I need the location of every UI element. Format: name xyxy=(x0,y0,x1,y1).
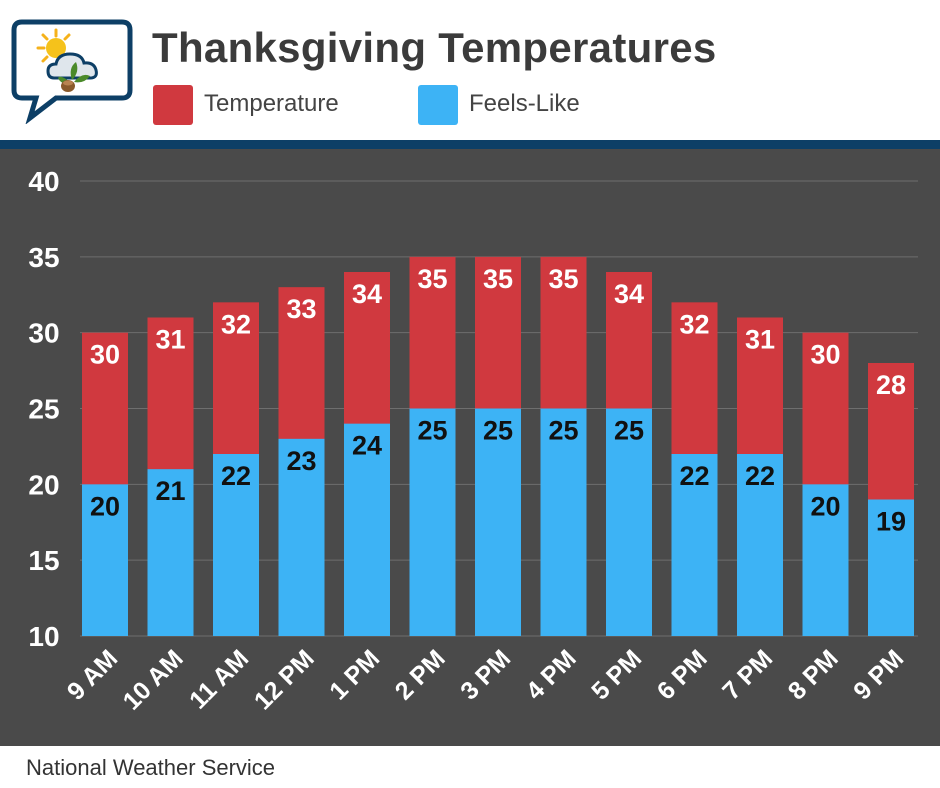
data-label-temperature: 35 xyxy=(483,264,513,294)
x-tick-label: 5 PM xyxy=(586,644,647,705)
x-tick-label: 1 PM xyxy=(324,644,385,705)
y-tick-label: 10 xyxy=(28,621,59,652)
data-label-temperature: 31 xyxy=(155,325,185,355)
x-tick-label: 11 AM xyxy=(184,644,254,714)
data-label-temperature: 34 xyxy=(614,279,644,309)
weather-logo-icon xyxy=(11,19,133,124)
data-label-feels-like: 20 xyxy=(90,491,120,521)
data-label-feels-like: 22 xyxy=(221,461,251,491)
x-tick-label: 7 PM xyxy=(717,644,778,705)
data-label-temperature: 35 xyxy=(548,264,578,294)
y-tick-label: 25 xyxy=(28,394,59,425)
bar-feels-like xyxy=(737,454,783,636)
bar-feels-like xyxy=(606,408,652,636)
x-tick-label: 9 PM xyxy=(848,644,909,705)
x-tick-label: 6 PM xyxy=(652,644,713,705)
source-credit: National Weather Service xyxy=(26,755,276,780)
data-label-feels-like: 23 xyxy=(286,446,316,476)
data-label-feels-like: 22 xyxy=(745,461,775,491)
bar-feels-like xyxy=(147,469,194,636)
data-label-temperature: 30 xyxy=(90,340,120,370)
bar-feels-like xyxy=(671,454,718,636)
bar-feels-like xyxy=(409,408,456,636)
data-label-temperature: 32 xyxy=(221,309,251,339)
data-label-feels-like: 24 xyxy=(352,431,382,461)
data-label-temperature: 32 xyxy=(679,309,709,339)
bar-feels-like xyxy=(868,499,914,636)
x-tick-label: 3 PM xyxy=(455,644,516,705)
bar-feels-like xyxy=(540,408,587,636)
y-tick-label: 40 xyxy=(28,166,59,197)
data-label-feels-like: 25 xyxy=(548,416,578,446)
y-tick-label: 20 xyxy=(28,469,59,500)
data-label-temperature: 28 xyxy=(876,370,906,400)
legend-swatch-temperature xyxy=(153,85,193,125)
header-divider xyxy=(0,140,940,149)
x-tick-label: 4 PM xyxy=(521,644,582,705)
bar-feels-like xyxy=(213,454,259,636)
data-label-temperature: 35 xyxy=(417,264,447,294)
data-label-feels-like: 25 xyxy=(614,416,644,446)
x-tick-label: 2 PM xyxy=(390,644,451,705)
x-tick-label: 10 AM xyxy=(118,644,189,715)
bar-feels-like xyxy=(475,408,521,636)
data-label-feels-like: 25 xyxy=(417,416,447,446)
data-label-feels-like: 20 xyxy=(810,491,840,521)
data-label-feels-like: 25 xyxy=(483,416,513,446)
data-label-feels-like: 19 xyxy=(876,507,906,537)
x-tick-label: 9 AM xyxy=(62,644,123,705)
data-label-feels-like: 21 xyxy=(155,476,185,506)
bar-feels-like xyxy=(278,438,325,636)
chart-title: Thanksgiving Temperatures xyxy=(152,24,717,71)
y-tick-label: 35 xyxy=(28,242,59,273)
legend-label-feels-like: Feels-Like xyxy=(469,90,580,117)
bar-feels-like xyxy=(802,484,849,636)
data-label-temperature: 31 xyxy=(745,325,775,355)
y-tick-label: 30 xyxy=(28,318,59,349)
bar-feels-like xyxy=(344,423,390,636)
header: Thanksgiving Temperatures Temperature Fe… xyxy=(0,0,940,140)
data-label-temperature: 30 xyxy=(810,340,840,370)
x-tick-label: 12 PM xyxy=(249,644,320,715)
legend-label-temperature: Temperature xyxy=(204,90,339,117)
bar-feels-like xyxy=(82,484,128,636)
data-label-temperature: 33 xyxy=(286,294,316,324)
x-tick-label: 8 PM xyxy=(783,644,844,705)
data-label-feels-like: 22 xyxy=(679,461,709,491)
y-tick-label: 15 xyxy=(28,545,59,576)
legend-swatch-feels-like xyxy=(418,85,458,125)
data-label-temperature: 34 xyxy=(352,279,382,309)
